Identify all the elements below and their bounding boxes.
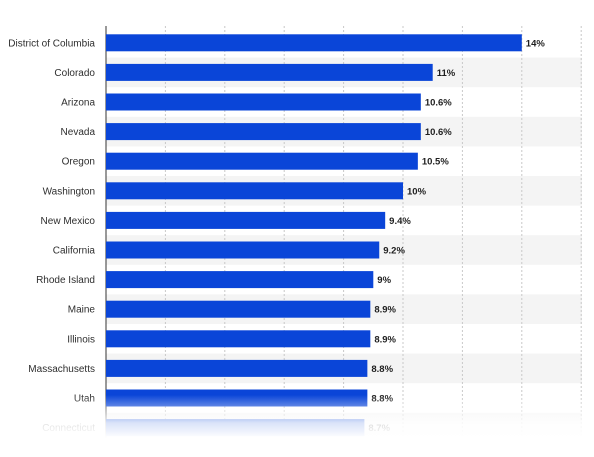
- category-label: Oregon: [62, 157, 95, 168]
- bar-2: [106, 93, 421, 111]
- bar-7: [106, 241, 380, 259]
- value-label: 8.7%: [368, 423, 390, 434]
- category-label: Nevada: [61, 127, 96, 138]
- value-label: 8.8%: [371, 394, 393, 405]
- bar-5: [106, 182, 403, 200]
- value-label: 8.9%: [374, 334, 396, 345]
- category-label: Connecticut: [42, 423, 95, 434]
- value-label: 10.6%: [425, 127, 452, 138]
- bar-12: [106, 389, 368, 407]
- value-label: 8.8%: [371, 364, 393, 375]
- category-label: Illinois: [67, 334, 95, 345]
- bar-4: [106, 152, 418, 170]
- value-label: 10.6%: [425, 98, 452, 109]
- bar-11: [106, 359, 368, 377]
- category-labels: District of Columbia Colorado Arizona Nevad…: [8, 38, 95, 434]
- value-label: 11%: [437, 68, 456, 79]
- category-label: Massachusetts: [28, 364, 95, 375]
- bar-10: [106, 330, 371, 348]
- value-label: 14%: [526, 38, 546, 49]
- value-label: 9%: [377, 275, 391, 286]
- value-label: 9.4%: [389, 216, 411, 227]
- category-label: Arizona: [61, 98, 95, 109]
- bar-8: [106, 271, 374, 289]
- value-label: 8.9%: [374, 305, 396, 316]
- bar-6: [106, 211, 386, 229]
- category-label: Rhode Island: [36, 275, 95, 286]
- bar-9: [106, 300, 371, 318]
- category-label: Colorado: [54, 68, 95, 79]
- value-label: 10%: [407, 186, 427, 197]
- category-label: Washington: [43, 186, 95, 197]
- bar-0: [106, 34, 522, 52]
- bar-3: [106, 123, 421, 141]
- category-label: Maine: [68, 305, 96, 316]
- category-label: New Mexico: [41, 216, 96, 227]
- bar-13: [106, 419, 365, 437]
- category-label: California: [53, 246, 96, 257]
- category-label: District of Columbia: [8, 38, 95, 49]
- category-label: Utah: [74, 394, 95, 405]
- value-label: 10.5%: [422, 157, 449, 168]
- value-label: 9.2%: [383, 246, 405, 257]
- bar-1: [106, 63, 433, 81]
